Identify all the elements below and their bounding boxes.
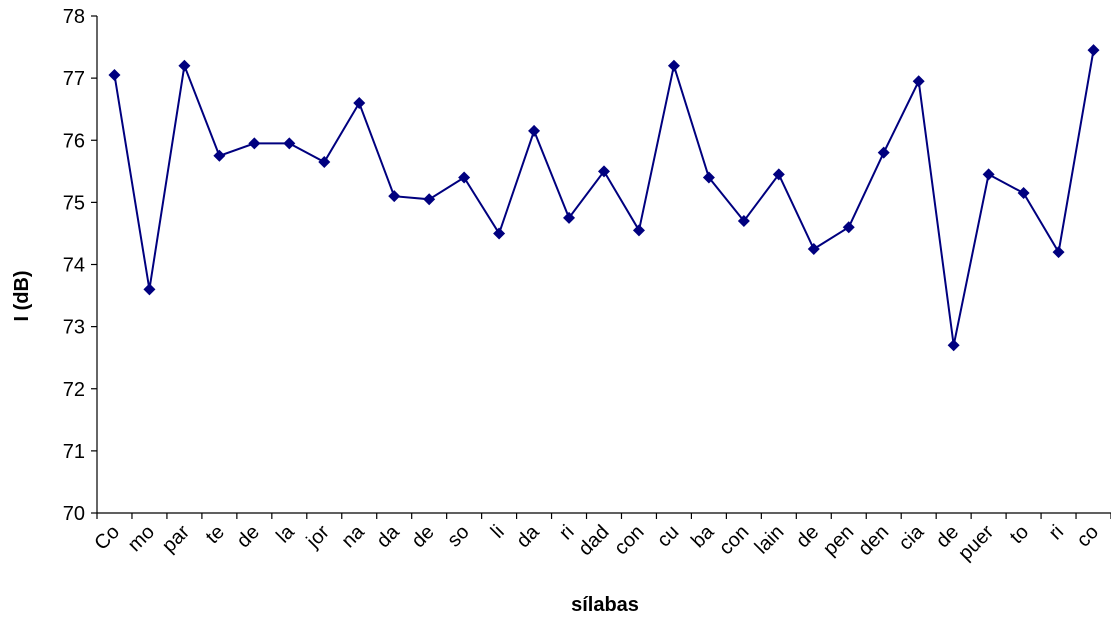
data-point-marker [458,171,471,184]
x-tick-label: na [337,520,369,552]
data-point-marker [318,155,331,168]
y-tick-label: 77 [63,68,85,90]
data-point-marker [178,59,191,72]
x-tick-label: ba [687,520,719,552]
x-tick-label: te [202,521,229,548]
data-point-marker [737,215,750,228]
x-tick-label: de [407,521,438,552]
y-axis-title: I (dB) [11,270,33,321]
y-tick-label: 74 [63,255,85,277]
data-point-marker [598,165,610,178]
data-point-marker [283,137,296,150]
y-tick-label: 73 [63,317,85,339]
x-axis-title: sílabas [571,594,639,616]
x-tick-label: ri [555,521,578,544]
series-line [113,50,1095,346]
data-point-marker [563,211,576,224]
x-tick-label: mo [124,521,159,556]
x-tick-label: to [1006,521,1033,548]
series-markers [108,44,1100,352]
y-axis-ticks: 70 71 72 73 74 75 76 77 78 [63,6,97,525]
data-point-marker [842,221,855,234]
data-point-marker [213,149,226,162]
x-tick-label: cia [895,520,929,554]
x-tick-label: par [158,521,194,557]
data-point-marker [528,124,541,137]
x-tick-label: de [792,521,823,552]
x-tick-label: li [487,521,509,543]
data-point-marker [353,96,366,109]
x-tick-label: co [1073,521,1103,551]
x-tick-label: de [233,521,264,552]
y-tick-label: 76 [63,130,85,152]
x-tick-label: da [512,520,544,552]
data-point-marker [632,224,645,237]
data-point-marker [772,168,785,181]
data-point-marker [1017,187,1030,200]
y-tick-label: 75 [63,192,85,214]
x-tick-label: con [715,521,753,559]
x-tick-label: con [610,521,648,559]
data-point-marker [947,339,960,352]
x-tick-label: den [854,521,893,560]
data-point-marker [423,193,436,206]
data-point-marker [493,227,506,240]
x-tick-label: ri [1045,521,1068,544]
data-point-marker [1087,44,1100,57]
data-point-marker [877,146,890,159]
y-tick-label: 72 [63,379,85,401]
x-tick-label: jor [302,521,334,553]
data-point-marker [702,171,715,184]
data-point-marker [1052,246,1065,259]
data-point-marker [143,283,156,296]
x-tick-label: dad [574,521,613,560]
data-point-marker [912,75,925,88]
y-tick-label: 78 [63,6,85,28]
data-point-marker [807,242,820,255]
data-point-marker [667,59,680,72]
y-tick-label: 70 [63,503,85,525]
x-tick-label: la [272,520,299,547]
x-tick-label: Co [90,521,124,555]
x-tick-label: so [443,521,473,551]
x-tick-label: da [372,520,404,552]
x-tick-label: lain [751,521,789,559]
x-tick-label: puer [954,521,998,565]
x-tick-label: cu [653,521,683,551]
data-point-marker [248,137,261,150]
data-point-marker [982,168,995,181]
y-tick-label: 71 [63,441,85,463]
data-point-marker [388,190,401,203]
x-tick-label: pen [819,521,858,560]
data-point-marker [108,69,121,82]
